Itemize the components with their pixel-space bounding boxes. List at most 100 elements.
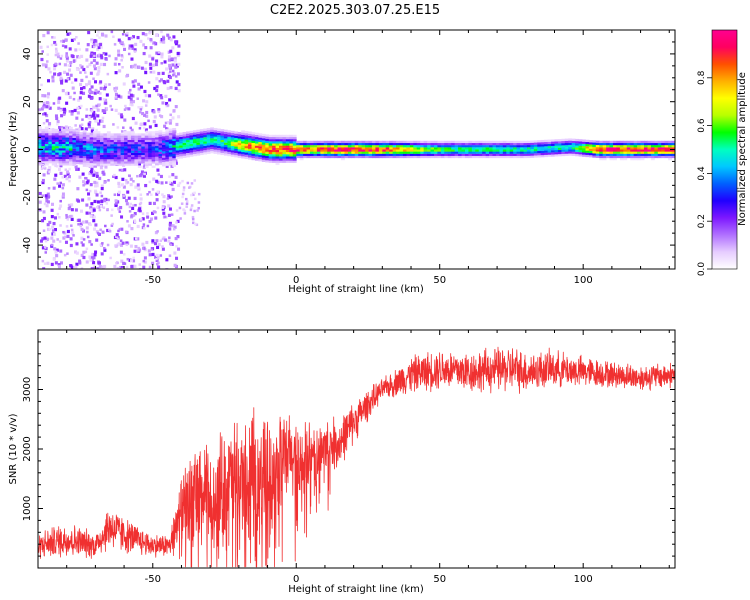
spectrogram-cell bbox=[185, 197, 188, 201]
spectrogram-cell bbox=[657, 147, 662, 150]
spectrogram-cell bbox=[248, 157, 252, 160]
spectrogram-cell bbox=[101, 109, 105, 113]
spectrogram-cell bbox=[265, 136, 270, 139]
spectrogram-cell bbox=[120, 135, 125, 138]
spectrogram-cell bbox=[578, 143, 583, 146]
spectrogram-cell bbox=[148, 148, 153, 151]
spectrogram-cell bbox=[124, 141, 128, 145]
spectrogram-cell bbox=[72, 155, 77, 158]
spectrogram-cell bbox=[117, 161, 122, 164]
spectrogram-cell bbox=[551, 150, 555, 153]
spectrogram-cell bbox=[103, 163, 108, 166]
spectrogram-cell bbox=[182, 138, 187, 141]
spectrogram-cell bbox=[564, 145, 569, 148]
spectrogram-cell bbox=[52, 221, 56, 226]
spectrogram-cell bbox=[63, 107, 67, 111]
spectrogram-cell bbox=[544, 144, 548, 147]
spectrogram-cell bbox=[130, 227, 134, 231]
spectrogram-cell bbox=[155, 160, 159, 164]
spectrogram-cell bbox=[112, 123, 115, 126]
spectrogram-cell bbox=[554, 143, 559, 146]
spectrogram-cell bbox=[165, 148, 170, 151]
spectrogram-cell bbox=[151, 141, 156, 145]
spectrogram-cell bbox=[151, 144, 156, 147]
spectrogram-cell bbox=[365, 151, 369, 154]
spectrogram-cell bbox=[189, 132, 194, 136]
spectrogram-cell bbox=[172, 158, 177, 161]
spectrogram-cell bbox=[323, 155, 328, 159]
spectrogram-cell bbox=[52, 258, 56, 261]
spectrogram-cell bbox=[571, 142, 576, 146]
spectrogram-cell bbox=[80, 241, 84, 244]
spectrogram-cell bbox=[513, 155, 518, 159]
spectrogram-cell bbox=[59, 249, 63, 253]
spectrogram-cell bbox=[168, 130, 173, 133]
spectrogram-cell bbox=[151, 161, 156, 164]
spectrogram-cell bbox=[485, 142, 490, 146]
spectrogram-cell bbox=[39, 239, 43, 243]
spectrogram-cell bbox=[170, 195, 173, 198]
spectrogram-cell bbox=[81, 118, 84, 121]
spectrogram-cell bbox=[644, 140, 648, 144]
spectrogram-cell bbox=[244, 139, 249, 142]
spectrogram-cell bbox=[213, 132, 218, 135]
spectrogram-cell bbox=[137, 144, 142, 147]
spectrogram-cell bbox=[51, 161, 56, 164]
spectrogram-cell bbox=[248, 155, 252, 158]
spectrogram-cell bbox=[55, 165, 59, 168]
spectrogram-cell bbox=[254, 143, 259, 146]
spectrogram-cell bbox=[120, 154, 125, 158]
spectrogram-cell bbox=[159, 94, 163, 98]
spectrogram-cell bbox=[599, 142, 604, 146]
spectrogram-cell bbox=[440, 142, 445, 146]
colorbar-frame bbox=[711, 29, 738, 270]
spectrogram-cell bbox=[399, 149, 404, 152]
spectrogram-cell bbox=[41, 246, 45, 250]
spectrogram-cell bbox=[44, 251, 48, 254]
spectrogram-cell bbox=[48, 150, 53, 153]
spectrogram-cell bbox=[72, 97, 76, 101]
spectrogram-cell bbox=[468, 145, 473, 148]
spectrogram-cell bbox=[120, 183, 124, 187]
spectrogram-cell bbox=[158, 151, 163, 155]
spectrogram-cell bbox=[88, 63, 92, 67]
spectrogram-cell bbox=[85, 58, 89, 62]
spectrogram-cell bbox=[43, 103, 46, 107]
spectrogram-cell bbox=[46, 60, 49, 63]
spectrogram-cell bbox=[571, 149, 576, 152]
spectrogram-cell bbox=[399, 151, 404, 154]
spectrogram-cell bbox=[86, 158, 91, 161]
spectrogram-cell bbox=[213, 145, 218, 148]
spectrogram-cell bbox=[358, 155, 363, 159]
spectrogram-cell bbox=[108, 54, 111, 58]
spectrogram-cell bbox=[588, 140, 593, 143]
spectrogram-cell bbox=[265, 145, 270, 148]
spectrogram-cell bbox=[45, 101, 49, 105]
spectrogram-cell bbox=[282, 139, 287, 142]
spectrogram-cell bbox=[206, 151, 211, 154]
spectrogram-cell bbox=[127, 196, 131, 200]
spectrogram-cell bbox=[102, 206, 106, 210]
spectrogram-cell bbox=[540, 142, 545, 145]
spectrogram-cell bbox=[113, 159, 118, 162]
spectrogram-cell bbox=[66, 229, 70, 234]
spectrogram-cell bbox=[168, 207, 172, 211]
spectrogram-cell bbox=[73, 108, 77, 113]
spectrogram-cell bbox=[51, 225, 55, 229]
spectrogram-cell bbox=[175, 146, 180, 149]
spectrogram-cell bbox=[220, 142, 225, 145]
spectrogram-cell bbox=[341, 153, 345, 156]
spectrogram-cell bbox=[289, 152, 294, 155]
spectrogram-cell bbox=[136, 174, 139, 178]
spectrogram-cell bbox=[54, 250, 58, 254]
spectrogram-cell bbox=[248, 144, 252, 147]
spectrogram-cell bbox=[155, 163, 159, 166]
spectrogram-cell bbox=[71, 86, 75, 90]
spectrogram-cell bbox=[92, 219, 96, 223]
spectrogram-cell bbox=[97, 65, 101, 70]
spectrogram-cell bbox=[106, 146, 111, 149]
spectrogram-cell bbox=[106, 154, 111, 158]
spectrogram-cell bbox=[599, 157, 604, 161]
spectrogram-cell bbox=[72, 140, 77, 143]
spectrogram-cell bbox=[126, 257, 130, 261]
